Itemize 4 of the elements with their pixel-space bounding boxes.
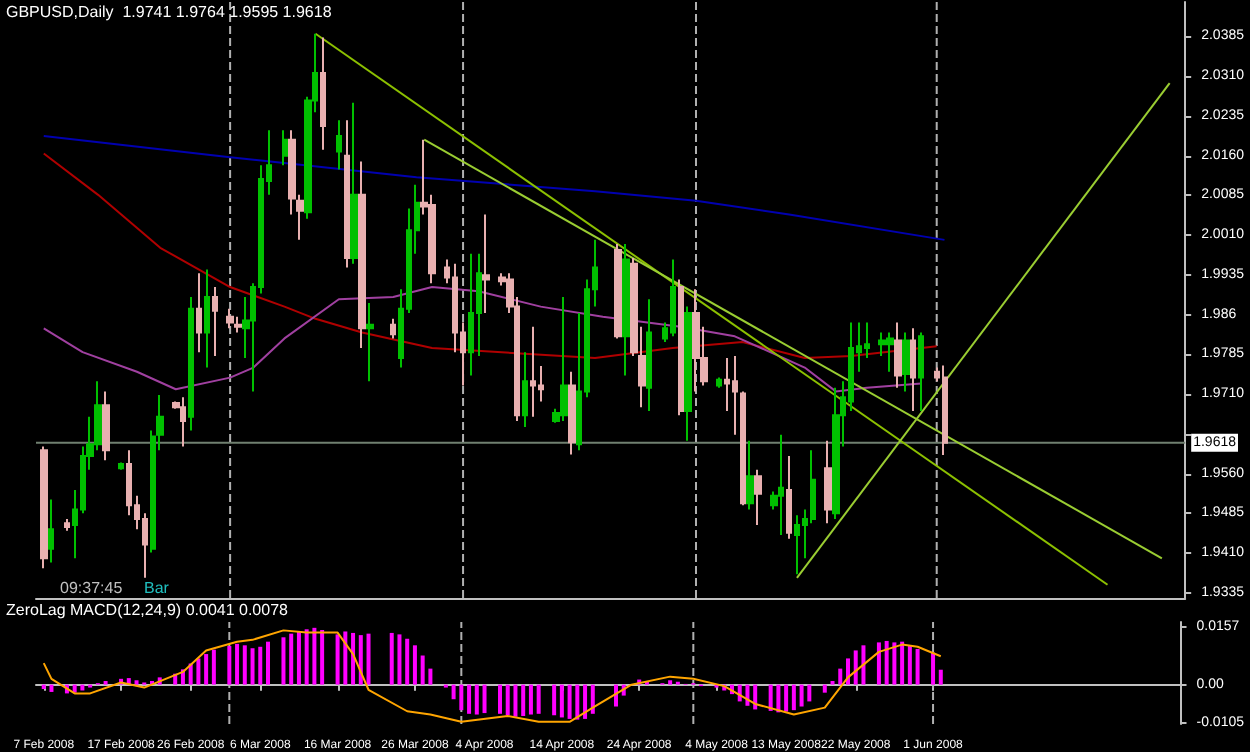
annotation: Bar [144, 579, 170, 597]
chart-title: ZeroLag MACD(12,24,9) 0.0041 0.0078 [6, 601, 290, 619]
annotation: 09:37:45 [60, 579, 124, 597]
chart-title: GBPUSD,Daily 1.9741 1.9764 1.9595 1.9618 [6, 3, 333, 21]
